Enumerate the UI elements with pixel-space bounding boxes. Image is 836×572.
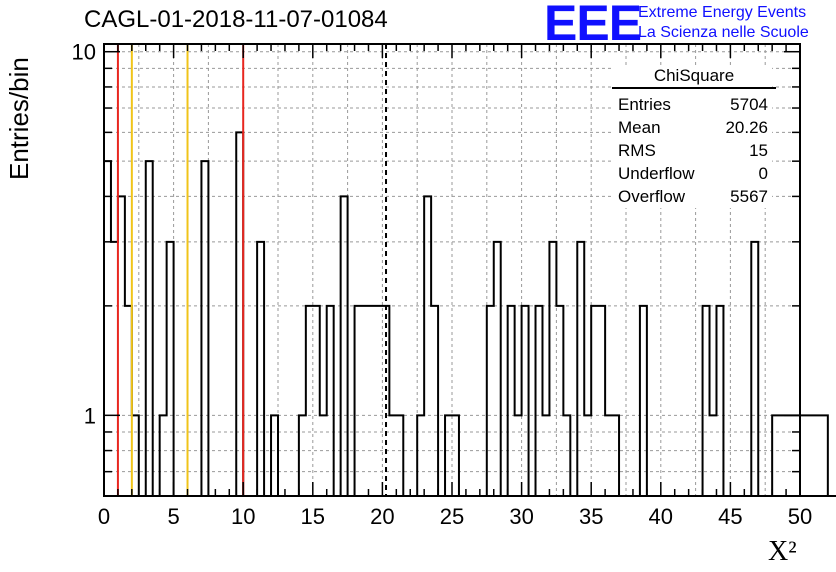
histogram-bin	[375, 306, 382, 496]
y-axis-label: Entries/bin	[4, 57, 34, 180]
histogram-bin	[598, 306, 605, 496]
histogram-bin	[431, 306, 438, 496]
histogram-bin	[786, 415, 793, 496]
x-tick-label: 15	[301, 504, 325, 529]
histogram-bin	[536, 306, 543, 496]
histogram-bin	[542, 415, 549, 496]
x-tick-label: 25	[440, 504, 464, 529]
histogram-bin	[368, 306, 375, 496]
histogram-bin	[327, 306, 334, 496]
y-tick-label: 10	[72, 40, 96, 65]
histogram-bin	[703, 306, 710, 496]
stats-title: ChiSquare	[612, 66, 776, 89]
histogram-bin	[494, 242, 501, 496]
histogram-bin	[201, 161, 208, 496]
histogram-bin	[821, 415, 828, 496]
histogram-bin	[605, 415, 612, 496]
histogram-bin	[271, 415, 278, 496]
stats-row-value: 15	[749, 141, 768, 160]
stats-box: ChiSquare Entries 5704 Mean 20.26 RMS 15 Under…	[612, 66, 776, 208]
histogram-bin	[710, 415, 717, 496]
y-axis-ticks: 1 10	[72, 40, 800, 497]
histogram-bin	[104, 161, 111, 496]
stats-row: Overflow 5567	[612, 185, 772, 208]
histogram-bin	[793, 415, 800, 496]
logo-caption-line2: La Scienza nelle Scuole	[638, 24, 809, 41]
x-tick-label: 50	[788, 504, 812, 529]
stats-row: Entries 5704	[612, 93, 772, 116]
y-tick-label: 1	[84, 403, 96, 428]
stats-row-value: 20.26	[725, 118, 768, 137]
histogram-outline	[104, 131, 836, 497]
histogram-bin	[814, 415, 821, 496]
histogram-bin	[132, 415, 139, 496]
histogram-bin	[556, 306, 563, 496]
stats-row-label: Overflow	[618, 187, 686, 206]
histogram-bin	[146, 161, 153, 496]
stats-row-label: Entries	[618, 95, 671, 114]
stats-row-label: RMS	[618, 141, 656, 160]
histogram-bin	[452, 415, 459, 496]
histogram-bin	[612, 415, 619, 496]
stats-row-value: 5567	[730, 187, 768, 206]
histogram-bin	[772, 415, 779, 496]
x-axis-ticks: 0 5 10 15 20 25 30 35 40 45 50	[98, 44, 812, 529]
logo-caption-line1: Extreme Energy Events	[638, 4, 807, 21]
histogram-bin	[355, 306, 362, 496]
x-tick-label: 5	[167, 504, 179, 529]
histogram-bin	[563, 415, 570, 496]
histogram-bin	[515, 415, 522, 496]
histogram-bin	[591, 306, 598, 496]
histogram-bin	[362, 306, 369, 496]
histogram-bin	[487, 306, 494, 496]
histogram-bin	[577, 242, 584, 496]
x-tick-label: 20	[370, 504, 394, 529]
x-axis-label: X²	[768, 536, 797, 567]
histogram-bin	[396, 415, 403, 496]
histogram-bin	[716, 306, 723, 496]
histogram-bin	[389, 415, 396, 496]
histogram-bin	[549, 242, 556, 496]
histogram-bin	[313, 306, 320, 496]
histogram-bin	[640, 306, 647, 496]
histogram-bin	[111, 242, 118, 496]
stats-row: Underflow 0	[612, 162, 772, 185]
stats-row-value: 5704	[730, 95, 768, 114]
histogram-bin	[320, 415, 327, 496]
stats-row-label: Underflow	[618, 164, 695, 183]
histogram-bin	[508, 306, 515, 496]
histogram-bin	[800, 415, 807, 496]
x-tick-label: 10	[231, 504, 255, 529]
histogram-bin	[584, 415, 591, 496]
stats-rows: Entries 5704 Mean 20.26 RMS 15 Underflow 0 Overf…	[612, 93, 772, 208]
chart-title: CAGL-01-2018-11-07-01084	[84, 6, 388, 33]
histogram-bin	[257, 242, 264, 496]
histogram-bin	[445, 415, 452, 496]
stats-row-label: Mean	[618, 118, 661, 137]
histogram-bin	[807, 415, 814, 496]
x-tick-label: 0	[98, 504, 110, 529]
histogram-bin	[299, 415, 306, 496]
x-tick-label: 45	[718, 504, 742, 529]
histogram-bin	[125, 306, 132, 496]
eee-logo: EEE	[544, 0, 642, 51]
x-tick-label: 40	[649, 504, 673, 529]
histogram-bin	[522, 306, 529, 496]
histogram-bin	[236, 132, 243, 496]
histogram-bin	[417, 415, 424, 496]
x-tick-label: 35	[579, 504, 603, 529]
stats-row-value: 0	[758, 164, 768, 183]
stats-row: Mean 20.26	[612, 116, 772, 139]
histogram-bin	[751, 242, 758, 496]
histogram-bin	[160, 415, 167, 496]
histogram-bin	[779, 415, 786, 496]
x-tick-label: 30	[509, 504, 533, 529]
histogram-bin	[306, 306, 313, 496]
reference-lines	[116, 44, 388, 496]
histogram-bin	[167, 242, 174, 496]
stats-row: RMS 15	[612, 139, 772, 162]
